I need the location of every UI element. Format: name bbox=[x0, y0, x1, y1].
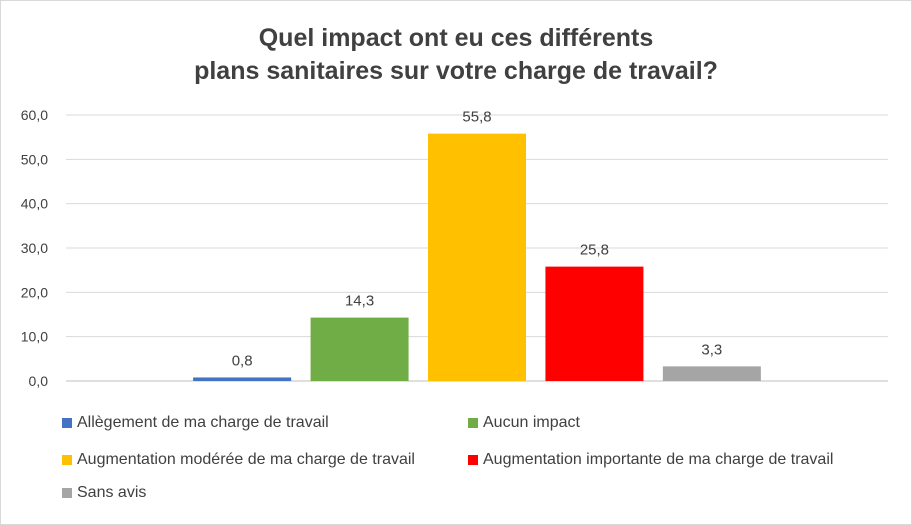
data-label: 3,3 bbox=[701, 341, 722, 358]
y-tick-label: 20,0 bbox=[21, 284, 48, 300]
data-label: 55,8 bbox=[462, 109, 491, 126]
data-label: 25,8 bbox=[580, 242, 609, 259]
bar bbox=[662, 366, 761, 381]
bar bbox=[545, 266, 644, 381]
y-tick-label: 50,0 bbox=[21, 151, 48, 167]
bar bbox=[310, 317, 409, 381]
data-label: 14,3 bbox=[345, 293, 374, 310]
data-label: 0,8 bbox=[232, 352, 253, 369]
bar bbox=[193, 377, 292, 381]
y-tick-label: 0,0 bbox=[29, 373, 49, 389]
bar bbox=[428, 133, 526, 381]
y-tick-label: 40,0 bbox=[21, 196, 48, 212]
y-tick-label: 60,0 bbox=[21, 107, 48, 123]
chart-title-line-2: plans sanitaires sur votre charge de tra… bbox=[194, 57, 718, 85]
y-tick-label: 30,0 bbox=[21, 240, 48, 256]
chart-title: Quel impact ont eu ces différents plans … bbox=[0, 22, 912, 88]
y-tick-label: 10,0 bbox=[21, 329, 48, 345]
chart-title-line-1: Quel impact ont eu ces différents bbox=[258, 24, 654, 52]
